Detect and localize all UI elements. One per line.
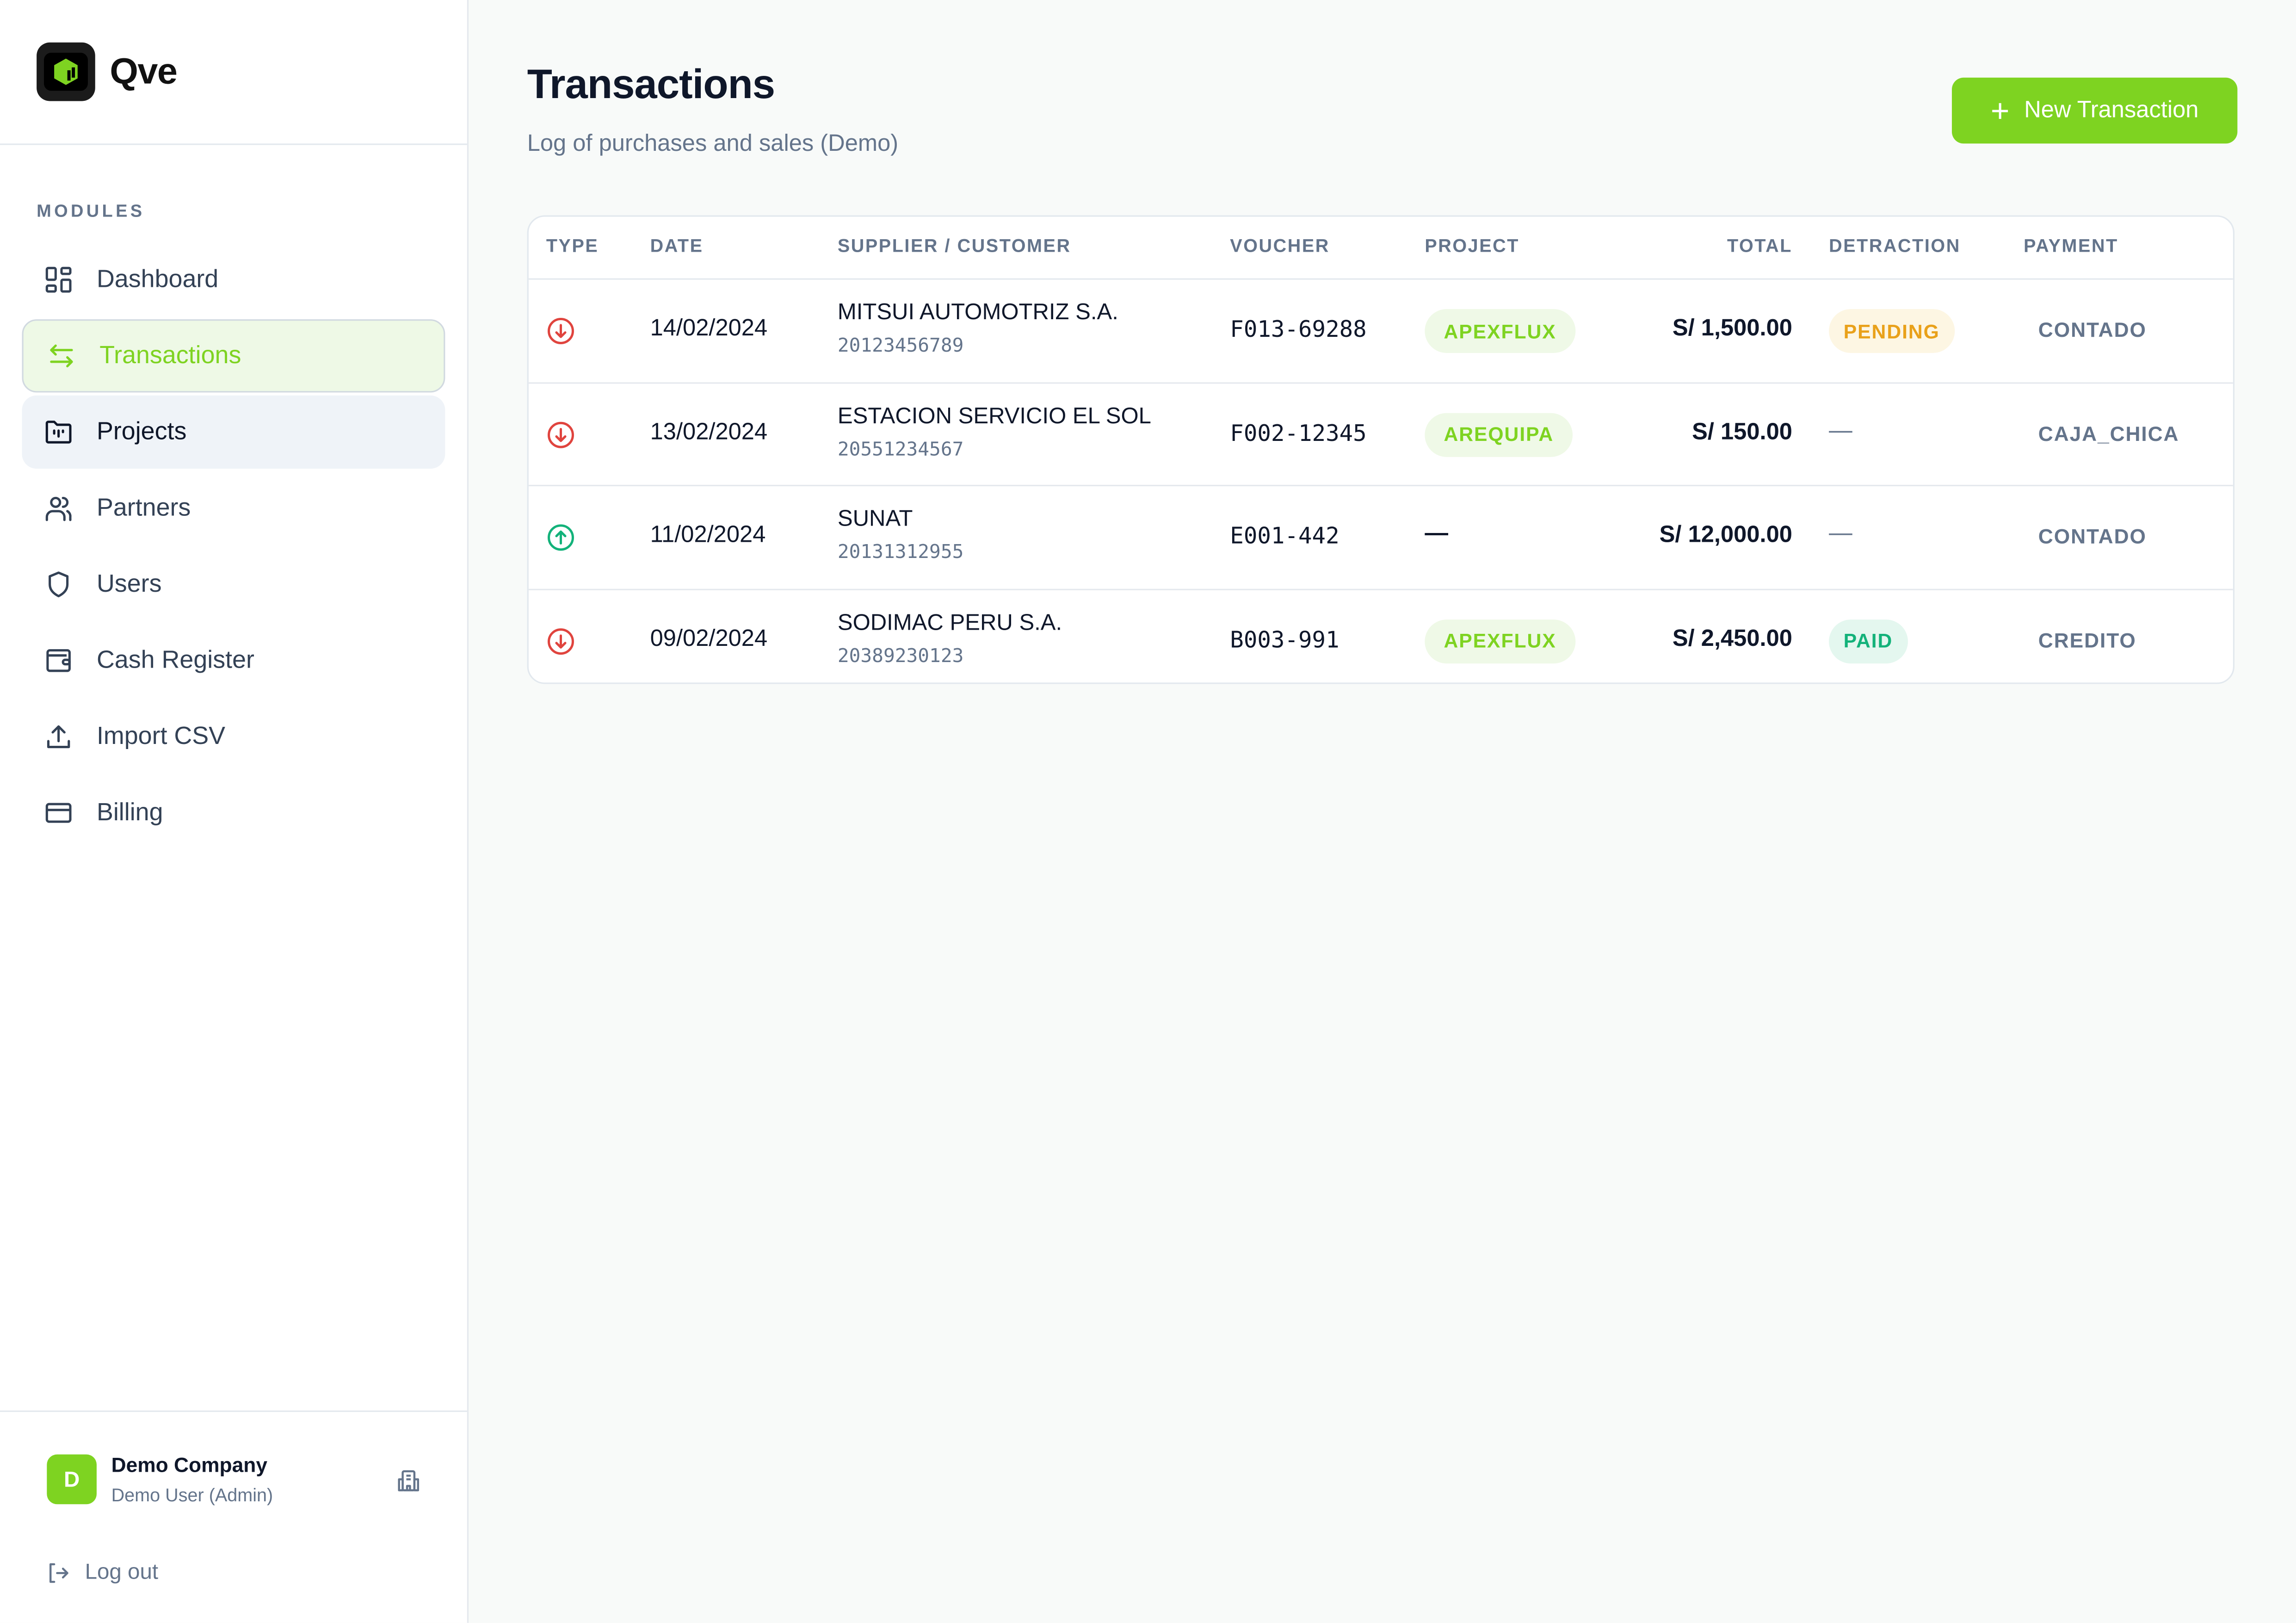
logout-button[interactable]: Log out bbox=[47, 1560, 158, 1585]
sidebar-item-billing[interactable]: Billing bbox=[22, 776, 445, 849]
date-cell: 14/02/2024 bbox=[650, 316, 768, 341]
sidebar-item-label: Projects bbox=[96, 417, 187, 446]
sidebar-item-transactions[interactable]: Transactions bbox=[22, 319, 445, 393]
sidebar-item-cash-register[interactable]: Cash Register bbox=[22, 624, 445, 697]
sidebar-item-projects[interactable]: Projects bbox=[22, 395, 445, 469]
project-badge: AREQUIPA bbox=[1425, 412, 1573, 457]
voucher-cell: F002-12345 bbox=[1230, 420, 1367, 446]
column-header-party: SUPPLIER / CUSTOMER bbox=[837, 235, 1071, 257]
brand[interactable]: Qve bbox=[0, 0, 467, 145]
avatar: D bbox=[47, 1454, 97, 1505]
arrow-down-circle-icon bbox=[546, 626, 575, 655]
detraction-badge: PENDING bbox=[1829, 309, 1955, 353]
table-row[interactable]: 13/02/2024 ESTACION SERVICIO EL SOL 2055… bbox=[528, 383, 2233, 487]
column-header-voucher: VOUCHER bbox=[1230, 235, 1330, 257]
party-ruc: 20131312955 bbox=[837, 542, 964, 564]
transactions-table: TYPE DATE SUPPLIER / CUSTOMER VOUCHER PR… bbox=[527, 215, 2235, 684]
arrow-up-circle-icon bbox=[546, 523, 575, 552]
total-cell: S/ 2,450.00 bbox=[1672, 626, 1792, 651]
party-ruc: 20389230123 bbox=[837, 645, 964, 668]
party-name: ESTACION SERVICIO EL SOL bbox=[837, 403, 1151, 428]
logo-icon bbox=[37, 42, 95, 101]
party-name: MITSUI AUTOMOTRIZ S.A. bbox=[837, 300, 1118, 325]
payment-cell: CONTADO bbox=[2038, 317, 2147, 341]
sidebar-item-label: Billing bbox=[96, 798, 163, 826]
sidebar-nav: Dashboard Transactions Projects Partners bbox=[0, 243, 467, 853]
sidebar-item-users[interactable]: Users bbox=[22, 548, 445, 621]
transfer-arrows-icon bbox=[47, 341, 76, 371]
shield-icon bbox=[44, 570, 73, 599]
party-name: SUNAT bbox=[837, 507, 913, 532]
company-switcher[interactable]: D Demo Company Demo User (Admin) bbox=[0, 1412, 467, 1506]
column-header-date: DATE bbox=[650, 235, 704, 257]
sidebar-item-label: Import CSV bbox=[96, 722, 226, 750]
column-header-total: TOTAL bbox=[1727, 235, 1792, 257]
table-row[interactable]: 09/02/2024 SODIMAC PERU S.A. 20389230123… bbox=[529, 589, 2233, 682]
voucher-cell: F013-69288 bbox=[1230, 316, 1367, 343]
table-row[interactable]: 11/02/2024 SUNAT 20131312955 E001-442 — … bbox=[528, 486, 2233, 590]
sidebar-item-label: Users bbox=[96, 570, 162, 598]
dashboard-icon bbox=[44, 265, 73, 294]
arrow-down-circle-icon bbox=[546, 420, 575, 449]
total-cell: S/ 150.00 bbox=[1692, 420, 1792, 445]
sidebar-item-label: Partners bbox=[96, 493, 191, 522]
column-header-project: PROJECT bbox=[1425, 235, 1519, 257]
detraction-badge: PAID bbox=[1829, 619, 1907, 663]
user-role-label: Demo User (Admin) bbox=[111, 1485, 273, 1506]
total-cell: S/ 1,500.00 bbox=[1672, 316, 1792, 341]
sidebar-item-label: Transactions bbox=[99, 341, 241, 369]
total-cell: S/ 12,000.00 bbox=[1659, 523, 1792, 548]
page-subtitle: Log of purchases and sales (Demo) bbox=[527, 131, 899, 157]
project-badge: APEXFLUX bbox=[1425, 309, 1575, 353]
new-transaction-button[interactable]: + New Transaction bbox=[1952, 77, 2238, 144]
column-header-detraction: DETRACTION bbox=[1829, 235, 1961, 257]
new-transaction-label: New Transaction bbox=[2024, 97, 2199, 123]
table-header: TYPE DATE SUPPLIER / CUSTOMER VOUCHER PR… bbox=[528, 217, 2233, 280]
detraction-empty: — bbox=[1829, 521, 1852, 546]
credit-card-icon bbox=[44, 798, 73, 827]
sidebar: Qve MODULES Dashboard Transactions Pro bbox=[0, 0, 469, 1623]
app-name: Qve bbox=[110, 50, 177, 92]
party-name: SODIMAC PERU S.A. bbox=[837, 610, 1062, 635]
voucher-cell: B003-991 bbox=[1230, 626, 1339, 653]
payment-cell: CREDITO bbox=[2038, 627, 2136, 651]
project-empty: — bbox=[1425, 521, 1448, 546]
folder-chart-icon bbox=[44, 417, 73, 446]
detraction-empty: — bbox=[1829, 418, 1852, 443]
company-name: Demo Company bbox=[111, 1453, 268, 1477]
sidebar-item-dashboard[interactable]: Dashboard bbox=[22, 243, 445, 316]
voucher-cell: E001-442 bbox=[1230, 523, 1339, 550]
date-cell: 11/02/2024 bbox=[650, 523, 766, 548]
column-header-type: TYPE bbox=[546, 235, 599, 257]
sidebar-item-label: Dashboard bbox=[96, 265, 219, 293]
payment-cell: CONTADO bbox=[2038, 524, 2147, 548]
payment-cell: CAJA_CHICA bbox=[2038, 421, 2179, 445]
arrow-down-circle-icon bbox=[546, 316, 575, 346]
date-cell: 13/02/2024 bbox=[650, 420, 768, 445]
table-row[interactable]: 14/02/2024 MITSUI AUTOMOTRIZ S.A. 201234… bbox=[528, 280, 2233, 383]
logout-label: Log out bbox=[85, 1560, 159, 1585]
sidebar-item-import-csv[interactable]: Import CSV bbox=[22, 700, 445, 773]
upload-icon bbox=[44, 722, 73, 751]
page-title: Transactions bbox=[527, 61, 775, 107]
logout-icon bbox=[49, 1562, 68, 1582]
date-cell: 09/02/2024 bbox=[650, 626, 768, 651]
plus-icon: + bbox=[1990, 91, 2010, 129]
wallet-icon bbox=[44, 646, 73, 675]
main-content: Transactions Log of purchases and sales … bbox=[469, 0, 2296, 1623]
sidebar-item-partners[interactable]: Partners bbox=[22, 471, 445, 545]
party-ruc: 20551234567 bbox=[837, 439, 964, 461]
sidebar-footer: D Demo Company Demo User (Admin) Log out bbox=[0, 1410, 467, 1623]
modules-section-label: MODULES bbox=[37, 200, 145, 222]
column-header-payment: PAYMENT bbox=[2024, 235, 2118, 257]
project-badge: APEXFLUX bbox=[1425, 619, 1575, 663]
party-ruc: 20123456789 bbox=[837, 335, 964, 358]
users-icon bbox=[44, 494, 73, 523]
sidebar-item-label: Cash Register bbox=[96, 646, 254, 674]
building-icon[interactable] bbox=[397, 1469, 420, 1493]
